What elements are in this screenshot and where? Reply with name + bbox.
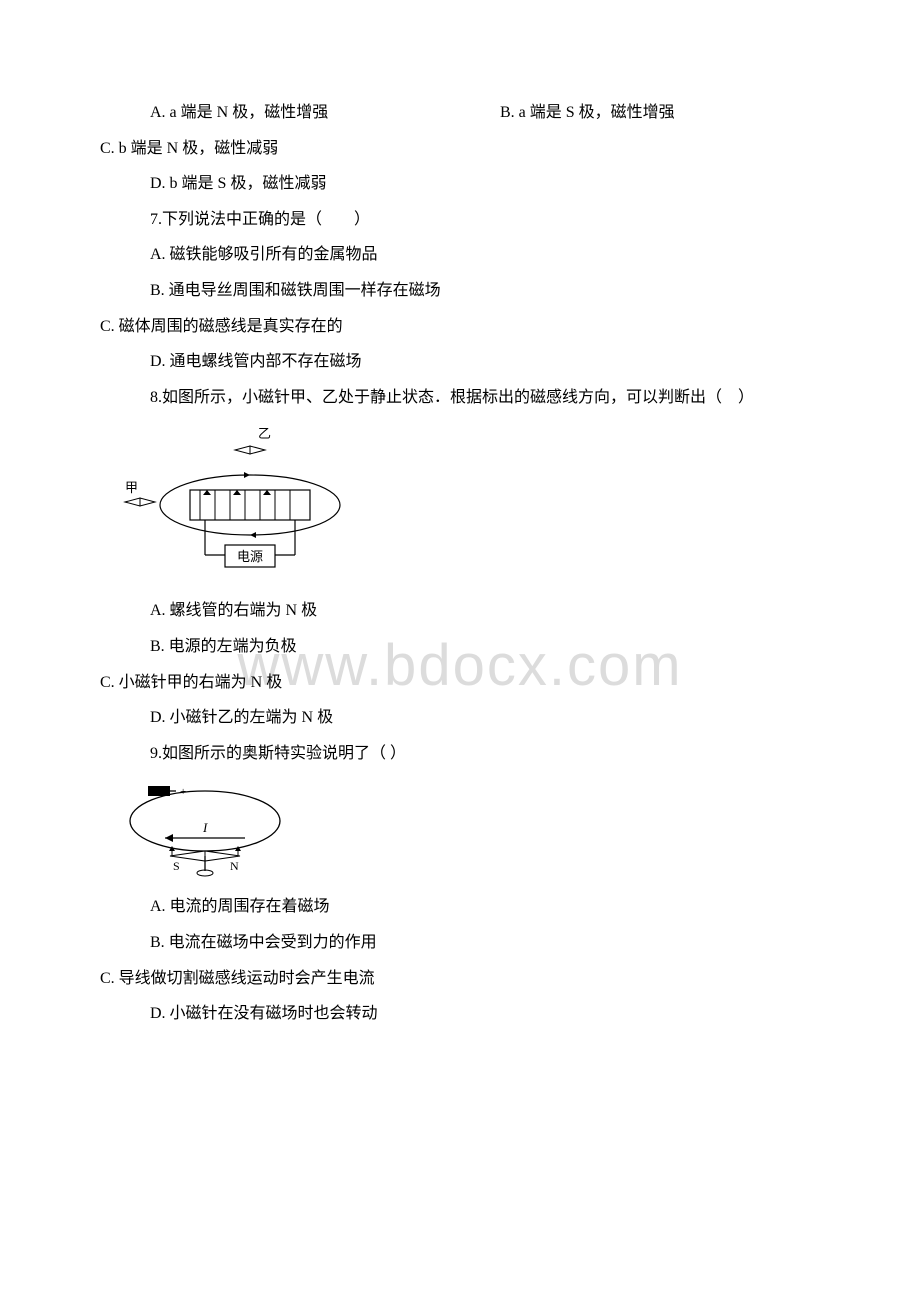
q9-label-n: N (230, 859, 239, 873)
q9-stem: 9.如图所示的奥斯特实验说明了（ ） (100, 741, 820, 767)
q8-opt-a: A. 螺线管的右端为 N 极 (100, 598, 820, 624)
q7-opt-c: C. 磁体周围的磁感线是真实存在的 (100, 314, 820, 340)
q9-label-i: I (202, 820, 208, 835)
q8-label-jia: 甲 (125, 480, 138, 495)
q7-opt-d: D. 通电螺线管内部不存在磁场 (100, 349, 820, 375)
q8-diagram: 电源 甲 乙 (110, 420, 820, 590)
q8-opt-c: C. 小磁针甲的右端为 N 极 (100, 670, 820, 696)
q6-opt-c: C. b 端是 N 极，磁性减弱 (100, 136, 820, 162)
page-content: A. a 端是 N 极，磁性增强 B. a 端是 S 极，磁性增强 C. b 端… (100, 100, 820, 1027)
q8-opt-d: D. 小磁针乙的左端为 N 极 (100, 705, 820, 731)
q9-opt-b: B. 电流在磁场中会受到力的作用 (100, 930, 820, 956)
q8-compass-yi-icon (235, 446, 265, 454)
q9-label-s: S (173, 859, 180, 873)
q9-opt-a: A. 电流的周围存在着磁场 (100, 894, 820, 920)
q8-label-yi: 乙 (258, 426, 271, 441)
q7-opt-b: B. 通电导丝周围和磁铁周围一样存在磁场 (100, 278, 820, 304)
q8-compass-jia-icon (125, 498, 155, 506)
q8-label-dianyuan: 电源 (237, 549, 263, 564)
q6-opt-b: B. a 端是 S 极，磁性增强 (500, 100, 820, 126)
q9-opt-d: D. 小磁针在没有磁场时也会转动 (100, 1001, 820, 1027)
q7-opt-a: A. 磁铁能够吸引所有的金属物品 (100, 242, 820, 268)
q8-stem: 8.如图所示，小磁针甲、乙处于静止状态．根据标出的磁感线方向，可以判断出（ ） (100, 385, 820, 411)
q6-opt-a: A. a 端是 N 极，磁性增强 (100, 100, 500, 126)
q6-row-ab: A. a 端是 N 极，磁性增强 B. a 端是 S 极，磁性增强 (100, 100, 820, 126)
svg-text:+: + (180, 786, 186, 798)
q7-stem: 7.下列说法中正确的是（ ） (100, 207, 820, 233)
q6-opt-d: D. b 端是 S 极，磁性减弱 (100, 171, 820, 197)
q9-diagram: + I S N (110, 776, 820, 886)
q9-opt-c: C. 导线做切割磁感线运动时会产生电流 (100, 966, 820, 992)
q8-opt-b: B. 电源的左端为负极 (100, 634, 820, 660)
